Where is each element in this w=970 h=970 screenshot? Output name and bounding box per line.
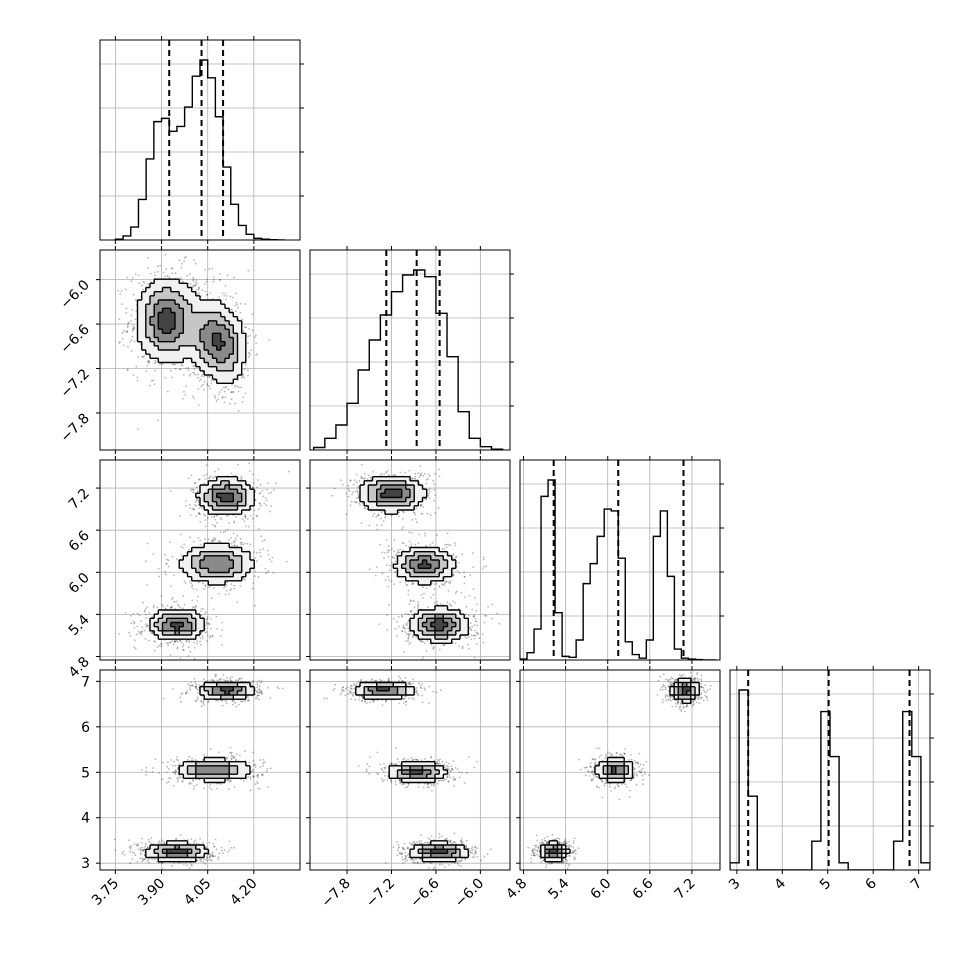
y-tick-label: 5.4 xyxy=(66,612,93,639)
contour-lines xyxy=(149,476,255,640)
panel-frame xyxy=(99,669,301,871)
y-tick-label: −6.0 xyxy=(57,277,92,312)
density-panel: −7.8 −7.2 −6.6 −6.0 xyxy=(306,666,511,911)
y-tick-label: −7.8 xyxy=(57,410,92,445)
contour-lines xyxy=(359,476,469,644)
density-panel: −7.8 −7.2 −6.6 −6.0 xyxy=(57,246,301,454)
x-tick-label: 7.2 xyxy=(672,876,699,903)
x-tick-label: 5 xyxy=(817,876,835,894)
x-tick-label: 4 xyxy=(771,875,789,893)
x-tick-label: −6.6 xyxy=(407,875,442,910)
x-tick-label: 3.90 xyxy=(135,876,168,909)
y-tick-label: 6 xyxy=(81,720,90,736)
x-tick-label: 6.0 xyxy=(587,876,614,903)
histogram-step xyxy=(520,479,717,660)
x-tick-label: −7.2 xyxy=(363,876,398,911)
density-panel: 4.85.46.06.67.2 xyxy=(66,456,301,681)
y-tick-label: 6.6 xyxy=(66,528,93,555)
histogram-panel xyxy=(519,456,724,664)
x-tick-label: 7 xyxy=(908,876,926,894)
grid-lines xyxy=(100,670,300,870)
x-tick-label: 6.6 xyxy=(630,875,657,902)
x-tick-label: −6.0 xyxy=(452,876,487,911)
y-tick-label: −7.2 xyxy=(57,366,92,401)
histogram-step xyxy=(114,59,285,240)
density-fill xyxy=(145,682,255,862)
density-fill xyxy=(360,476,469,644)
x-tick-label: 3.75 xyxy=(89,876,122,909)
x-tick-label: 5.4 xyxy=(545,875,572,902)
y-tick-label: 6.0 xyxy=(66,570,93,597)
histogram-panel: 3 4 5 6 7 xyxy=(726,666,934,893)
histogram-step xyxy=(730,689,930,870)
grid-lines xyxy=(730,670,930,870)
panel-frame xyxy=(519,459,721,661)
contour-lines xyxy=(355,681,469,863)
x-tick-label: 4.20 xyxy=(227,876,260,909)
y-tick-label: 7.2 xyxy=(66,486,93,513)
histogram-panel xyxy=(99,36,304,244)
x-tick-label: 4.8 xyxy=(503,876,530,903)
y-tick-label: 5 xyxy=(81,765,90,781)
density-panel: 3.75 3.90 4.05 4.20 3 4 5 6 7 xyxy=(81,666,301,909)
y-tick-label: 3 xyxy=(81,856,90,872)
panel-frame xyxy=(519,669,721,871)
panel-frame xyxy=(309,249,511,451)
x-tick-label: 6 xyxy=(862,875,880,893)
panel-frame xyxy=(99,249,301,451)
grid-lines xyxy=(310,250,510,450)
panel-frame xyxy=(729,669,931,871)
panel-frame xyxy=(99,459,301,661)
x-tick-label: −7.8 xyxy=(319,876,354,911)
panel-frame xyxy=(309,669,511,871)
density-panel xyxy=(306,456,511,664)
y-tick-label: 7 xyxy=(81,674,90,690)
x-tick-label: 4.05 xyxy=(181,876,214,909)
y-tick-label: 4 xyxy=(81,811,90,827)
histogram-panel xyxy=(309,246,514,454)
y-tick-label: −6.6 xyxy=(57,322,92,357)
density-fill xyxy=(540,678,700,862)
density-fill xyxy=(150,476,255,640)
histogram-step xyxy=(313,269,504,450)
panel-frame xyxy=(309,459,511,661)
contour-lines xyxy=(540,677,700,863)
contour-lines xyxy=(136,278,247,384)
grid-lines xyxy=(520,460,720,660)
density-panel: 4.8 5.4 6.0 6.6 7.2 xyxy=(503,666,721,903)
x-tick-label: 3 xyxy=(726,876,744,894)
panel-frame xyxy=(99,39,301,241)
contour-lines xyxy=(145,681,255,863)
density-fill xyxy=(355,682,469,862)
density-fill xyxy=(137,279,247,384)
